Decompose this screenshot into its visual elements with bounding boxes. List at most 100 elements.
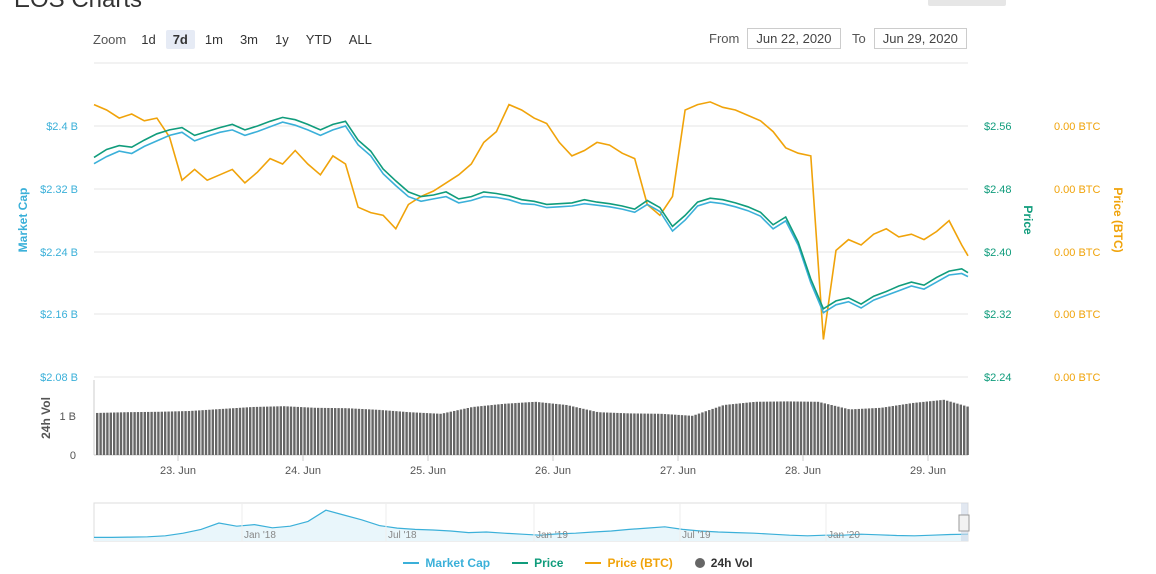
volume-bar bbox=[674, 414, 677, 455]
price-btc-swatch bbox=[585, 562, 602, 564]
to-date-input[interactable]: Jun 29, 2020 bbox=[873, 28, 967, 49]
zoom-1m-button[interactable]: 1m bbox=[204, 31, 223, 47]
volume-bar bbox=[245, 407, 248, 455]
volume-bar bbox=[558, 404, 561, 455]
zoom-7d-button[interactable]: 7d bbox=[165, 29, 195, 49]
volume-bar bbox=[449, 411, 452, 455]
legend-volume[interactable]: 24h Vol bbox=[694, 556, 753, 570]
volume-bar bbox=[935, 400, 939, 455]
volume-bar bbox=[133, 412, 136, 455]
volume-bar bbox=[738, 403, 741, 455]
volume-bar bbox=[422, 412, 425, 455]
volume-bar bbox=[293, 406, 296, 455]
volume-bar bbox=[952, 402, 956, 455]
from-label: From bbox=[709, 31, 740, 46]
volume-bar bbox=[463, 408, 466, 455]
zoom-ytd-button[interactable]: YTD bbox=[305, 31, 332, 47]
volume-bar bbox=[398, 411, 401, 455]
volume-bar bbox=[670, 414, 673, 455]
volume-bar bbox=[827, 404, 830, 455]
volume-bar bbox=[538, 402, 541, 455]
volume-bar bbox=[881, 407, 884, 455]
volume-bar bbox=[657, 413, 660, 455]
volume-bar bbox=[561, 404, 565, 455]
legend-price-btc[interactable]: Price (BTC) bbox=[585, 556, 673, 570]
volume-axis-title: 24h Vol bbox=[39, 397, 53, 439]
market-cap-tick: $2.16 B bbox=[40, 309, 78, 321]
volume-bar bbox=[119, 412, 123, 455]
volume-bar bbox=[820, 402, 823, 455]
navigator[interactable]: Jan '18 Jul '18 Jan '19 Jul '19 Jan '20 bbox=[93, 502, 970, 542]
volume-bar bbox=[786, 401, 789, 455]
page-title: EOS Charts bbox=[14, 0, 142, 14]
navigator-tick: Jan '19 bbox=[536, 530, 568, 541]
volume-bar bbox=[905, 403, 908, 455]
volume-bar bbox=[816, 401, 820, 455]
volume-bar bbox=[803, 401, 806, 455]
zoom-3m-button[interactable]: 3m bbox=[239, 31, 258, 47]
volume-bar bbox=[453, 410, 456, 455]
volume-bar bbox=[650, 413, 653, 455]
volume-bar bbox=[436, 413, 439, 455]
volume-bar bbox=[568, 405, 571, 455]
legend-market-cap[interactable]: Market Cap bbox=[403, 556, 490, 570]
volume-bar bbox=[204, 409, 208, 455]
volume-bar bbox=[153, 411, 157, 455]
price-tick: $2.48 bbox=[984, 184, 1012, 196]
price-btc-tick: 0.00 BTC bbox=[1054, 372, 1101, 384]
volume-bar bbox=[541, 402, 544, 455]
volume-bar bbox=[198, 410, 201, 455]
axis-labels: $2.4 B $2.32 B $2.24 B $2.16 B $2.08 B $2.56 $… bbox=[16, 121, 1125, 477]
volume-bar bbox=[218, 409, 221, 455]
header-button[interactable] bbox=[928, 0, 1006, 6]
price-tick: $2.40 bbox=[984, 247, 1012, 259]
zoom-1y-button[interactable]: 1y bbox=[275, 31, 289, 47]
volume-bar bbox=[493, 404, 497, 455]
volume-bar bbox=[711, 408, 714, 455]
volume-bar bbox=[646, 413, 650, 455]
volume-bar bbox=[640, 413, 643, 455]
volume-bar bbox=[735, 403, 738, 455]
volume-bar bbox=[147, 411, 150, 455]
volume-bar bbox=[225, 408, 228, 455]
from-date-input[interactable]: Jun 22, 2020 bbox=[747, 28, 841, 49]
volume-bar bbox=[181, 411, 184, 455]
price-line bbox=[93, 116, 969, 310]
volume-bar bbox=[442, 413, 446, 455]
volume-bar bbox=[459, 409, 463, 455]
volume-bar bbox=[636, 413, 639, 455]
x-tick-label: 29. Jun bbox=[910, 465, 946, 477]
volume-bar bbox=[606, 412, 609, 455]
zoom-1d-button[interactable]: 1d bbox=[141, 31, 156, 47]
zoom-all-button[interactable]: ALL bbox=[348, 31, 372, 47]
volume-bar bbox=[412, 412, 415, 455]
legend-volume-label: 24h Vol bbox=[710, 556, 753, 570]
volume-bar bbox=[490, 405, 493, 455]
volume-bar bbox=[354, 408, 357, 455]
date-range-from: From Jun 22, 2020 bbox=[709, 28, 841, 49]
volume-bar bbox=[252, 406, 255, 455]
volume-bar bbox=[381, 410, 384, 455]
volume-bar bbox=[470, 407, 473, 455]
volume-bar bbox=[160, 411, 163, 455]
volume-bar bbox=[844, 408, 847, 455]
to-label: To bbox=[852, 31, 866, 46]
volume-bar bbox=[813, 401, 816, 455]
volume-bar bbox=[691, 415, 694, 455]
volume-bar bbox=[871, 408, 874, 455]
legend-price[interactable]: Price bbox=[512, 556, 563, 570]
volume-bar bbox=[748, 402, 752, 455]
legend-price-label: Price bbox=[534, 556, 564, 570]
volume-bar bbox=[208, 409, 211, 455]
volume-bar bbox=[283, 406, 286, 455]
market-cap-tick: $2.24 B bbox=[40, 247, 78, 259]
volume-bar bbox=[96, 412, 99, 455]
volume-bar bbox=[612, 412, 616, 455]
volume-bar bbox=[633, 413, 636, 455]
volume-bar bbox=[548, 403, 551, 455]
volume-bar bbox=[857, 408, 860, 455]
volume-bar bbox=[949, 401, 952, 455]
volume-bar bbox=[402, 411, 405, 455]
volume-bar bbox=[364, 409, 367, 455]
